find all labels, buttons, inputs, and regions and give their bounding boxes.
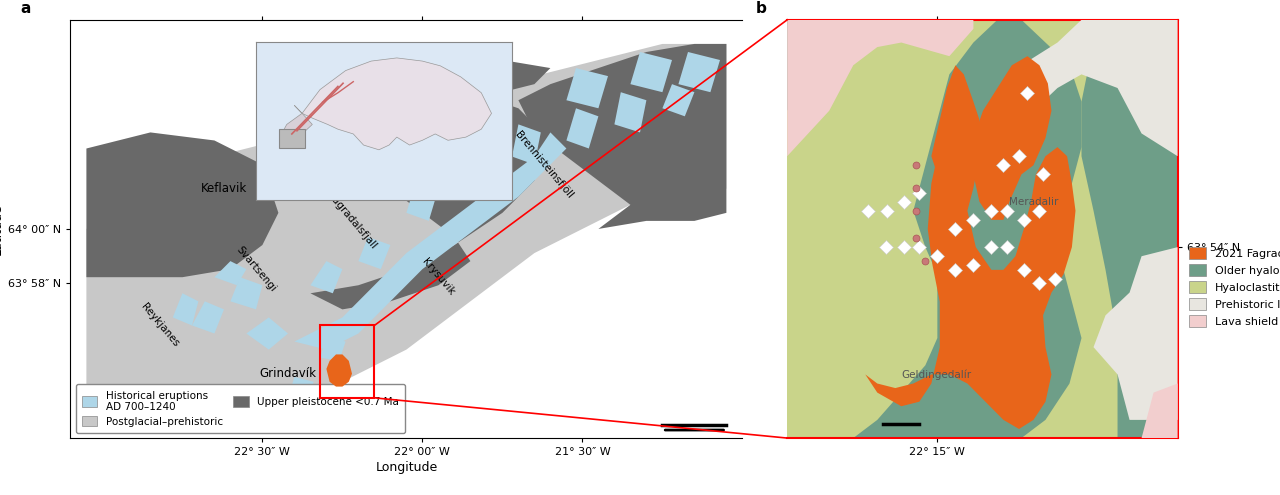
Polygon shape [406,181,438,221]
Polygon shape [230,277,262,309]
Y-axis label: Latitude: Latitude [0,203,4,255]
Text: Grindavík: Grindavík [260,367,316,380]
Polygon shape [566,108,598,148]
Polygon shape [294,58,492,150]
Polygon shape [973,56,1051,220]
Polygon shape [173,294,198,326]
Polygon shape [678,52,719,92]
Bar [320,326,375,398]
Legend: Historical eruptions
AD 700–1240, Postglacial–prehistoric, Upper pleistocene <0.: Historical eruptions AD 700–1240, Postgl… [76,384,406,433]
Polygon shape [512,124,541,164]
Text: Meradalir: Meradalir [1009,197,1059,206]
Polygon shape [1082,20,1178,438]
Text: Fagradalsfjall: Fagradalsfjall [326,191,378,250]
Polygon shape [1093,247,1178,420]
Polygon shape [358,237,390,269]
Polygon shape [86,132,278,277]
Text: a: a [20,0,31,16]
Polygon shape [1142,384,1178,438]
Polygon shape [787,20,1082,438]
Polygon shape [787,20,877,111]
Polygon shape [518,44,726,229]
Polygon shape [438,60,550,108]
Polygon shape [310,92,550,309]
Text: Brennisteinsfjöll: Brennisteinsfjöll [513,129,575,200]
Text: Reykjanes: Reykjanes [140,302,180,349]
Polygon shape [288,377,314,402]
Polygon shape [461,156,486,197]
Polygon shape [310,261,342,294]
Polygon shape [662,84,694,116]
Text: Keflavik: Keflavik [201,182,247,195]
Text: Reykjavík: Reykjavík [416,102,474,115]
Polygon shape [932,65,973,174]
X-axis label: Longitude: Longitude [375,461,438,474]
Polygon shape [246,317,288,349]
Polygon shape [86,44,726,414]
Bar [279,129,305,148]
Legend: 2021 Fagradalsfjall, Older hyaloclastite, Hyaloclastite-Weichselian, Prehistoric: 2021 Fagradalsfjall, Older hyaloclastite… [1185,244,1280,330]
Polygon shape [282,113,312,140]
Text: b: b [756,0,767,16]
Text: Svartsengi: Svartsengi [234,245,278,294]
Polygon shape [320,337,346,361]
Text: Krysuvik: Krysuvik [420,257,457,297]
Polygon shape [326,354,352,387]
Polygon shape [294,132,566,349]
Polygon shape [787,20,973,156]
Polygon shape [614,92,646,132]
Polygon shape [215,261,246,285]
Polygon shape [859,101,1075,429]
Polygon shape [192,301,224,334]
Polygon shape [1021,20,1178,156]
Polygon shape [630,52,672,92]
Polygon shape [566,68,608,108]
Text: Geldingedalír: Geldingedalír [901,369,972,380]
